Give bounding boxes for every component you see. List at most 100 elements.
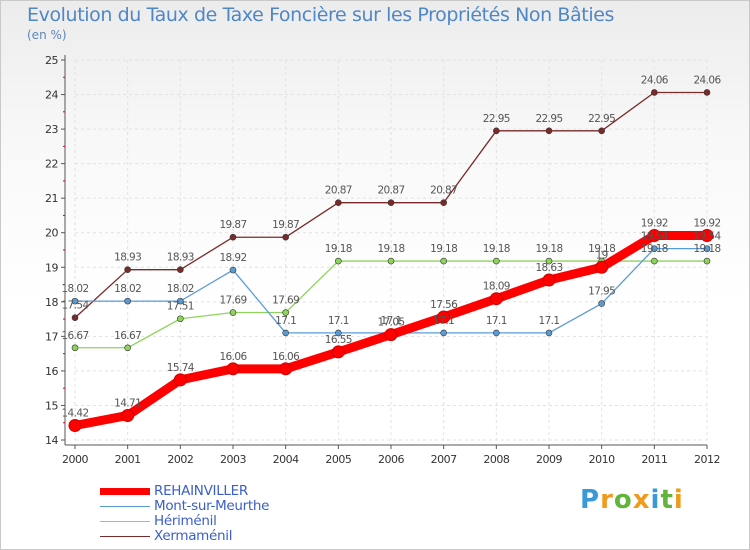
y-tick-label: 16	[45, 365, 58, 378]
y-tick-label: 20	[45, 227, 58, 240]
data-label-3: 18.93	[114, 252, 141, 264]
data-label-2: 17.69	[272, 295, 299, 307]
y-tick-label: 15	[45, 399, 58, 412]
series-point-2	[335, 257, 342, 265]
data-label-3: 24.06	[693, 74, 721, 86]
series-point-2	[282, 309, 289, 316]
data-label-3: 19.87	[272, 219, 299, 231]
data-label-1: 17.1	[381, 315, 402, 327]
legend-label-herimenil: Hériménil	[154, 513, 217, 529]
data-label-0: 18.09	[483, 281, 510, 293]
series-point-2	[124, 344, 131, 352]
series-point-1	[598, 300, 605, 307]
legend-swatch-mont-sur-meurthe	[100, 506, 150, 507]
y-tick-label: 21	[45, 192, 58, 205]
data-label-1: 19.54	[641, 231, 669, 243]
series-point-1	[335, 329, 342, 337]
data-label-1: 18.02	[61, 283, 88, 295]
x-tick-label: 2012	[694, 453, 720, 466]
data-label-2: 19.18	[483, 243, 510, 255]
legend-label-rehainviller: REHAINVILLER	[154, 483, 248, 499]
data-label-2: 19.18	[641, 243, 668, 255]
series-point-0	[279, 362, 293, 376]
data-label-1: 17.1	[328, 315, 349, 327]
series-point-3	[493, 127, 500, 135]
logo-letter: i	[650, 485, 661, 515]
legend-label-mont-sur-meurthe: Mont-sur-Meurthe	[154, 498, 270, 514]
series-point-1	[440, 329, 447, 337]
data-label-1: 17.1	[539, 315, 560, 327]
legend-swatch-xermamenil	[100, 536, 150, 537]
chart-title: Evolution du Taux de Taxe Foncière sur l…	[27, 4, 615, 26]
y-tick-label: 18	[45, 296, 58, 309]
series-point-3	[440, 199, 447, 206]
data-label-0: 17.05	[377, 317, 404, 329]
series-point-2	[440, 257, 447, 265]
logo-letter: t	[660, 485, 674, 515]
x-tick-label: 2007	[431, 453, 457, 466]
logo-letter: r	[600, 485, 614, 515]
legend-label-xermamenil: Xermaménil	[154, 528, 233, 544]
data-label-1: 17.1	[275, 315, 296, 327]
series-point-0	[700, 228, 714, 242]
series-point-1	[177, 297, 184, 305]
y-tick-label: 23	[45, 123, 58, 136]
data-label-1: 18.02	[167, 283, 194, 295]
data-label-0: 17.56	[430, 299, 458, 311]
series-point-0	[542, 273, 556, 287]
data-label-0: 18.63	[535, 262, 562, 274]
series-point-1	[124, 297, 131, 305]
data-label-0: 19.92	[641, 217, 668, 229]
data-label-3: 19.87	[219, 219, 246, 231]
series-point-1	[282, 329, 289, 337]
data-label-0: 19.92	[693, 217, 720, 229]
series-point-2	[651, 257, 658, 265]
x-tick-label: 2008	[483, 453, 509, 466]
series-point-2	[545, 257, 553, 265]
series-point-3	[177, 266, 184, 273]
y-tick-label: 25	[45, 54, 58, 67]
series-point-0	[121, 408, 135, 422]
series-point-3	[598, 127, 605, 135]
data-label-0: 19	[596, 249, 608, 261]
data-label-2: 16.67	[61, 330, 88, 342]
series-point-1	[651, 245, 658, 252]
data-label-3: 20.87	[325, 185, 352, 197]
series-point-3	[335, 199, 342, 206]
data-label-2: 19.18	[588, 243, 615, 255]
y-tick-label: 17	[45, 330, 58, 343]
data-label-3: 22.95	[483, 113, 510, 125]
data-label-3: 20.87	[430, 185, 457, 197]
data-label-1: 18.02	[114, 283, 141, 295]
x-tick-label: 2002	[167, 453, 193, 466]
series-point-2	[703, 257, 711, 265]
legend-swatch-herimenil	[100, 521, 150, 522]
series-point-3	[71, 314, 79, 322]
series-point-1	[545, 329, 553, 337]
x-tick-label: 2010	[589, 453, 615, 466]
y-tick-label: 19	[45, 261, 58, 274]
logo-letter: i	[673, 485, 684, 515]
logo-letter: x	[632, 485, 651, 515]
data-label-2: 17.69	[219, 295, 246, 307]
legend-swatch-rehainviller	[100, 488, 150, 495]
series-point-2	[71, 344, 79, 352]
x-tick-label: 2000	[62, 453, 88, 466]
series-point-2	[387, 257, 395, 265]
data-label-0: 16.06	[272, 351, 300, 363]
data-label-2: 17.51	[167, 301, 194, 313]
x-tick-label: 2001	[115, 453, 141, 466]
series-point-3	[282, 233, 289, 241]
y-tick-label: 22	[45, 158, 58, 171]
data-label-2: 19.18	[377, 243, 404, 255]
y-tick-label: 24	[45, 89, 58, 102]
data-label-0: 15.74	[167, 362, 195, 374]
series-point-3	[703, 89, 711, 96]
data-label-1: 17.1	[433, 315, 454, 327]
proxiti-logo: Proxiti	[580, 485, 684, 515]
x-tick-label: 2005	[325, 453, 351, 466]
y-tick-label: 14	[45, 434, 58, 447]
logo-letter: o	[613, 485, 633, 515]
x-tick-label: 2003	[220, 453, 246, 466]
data-label-2: 19.18	[430, 243, 457, 255]
